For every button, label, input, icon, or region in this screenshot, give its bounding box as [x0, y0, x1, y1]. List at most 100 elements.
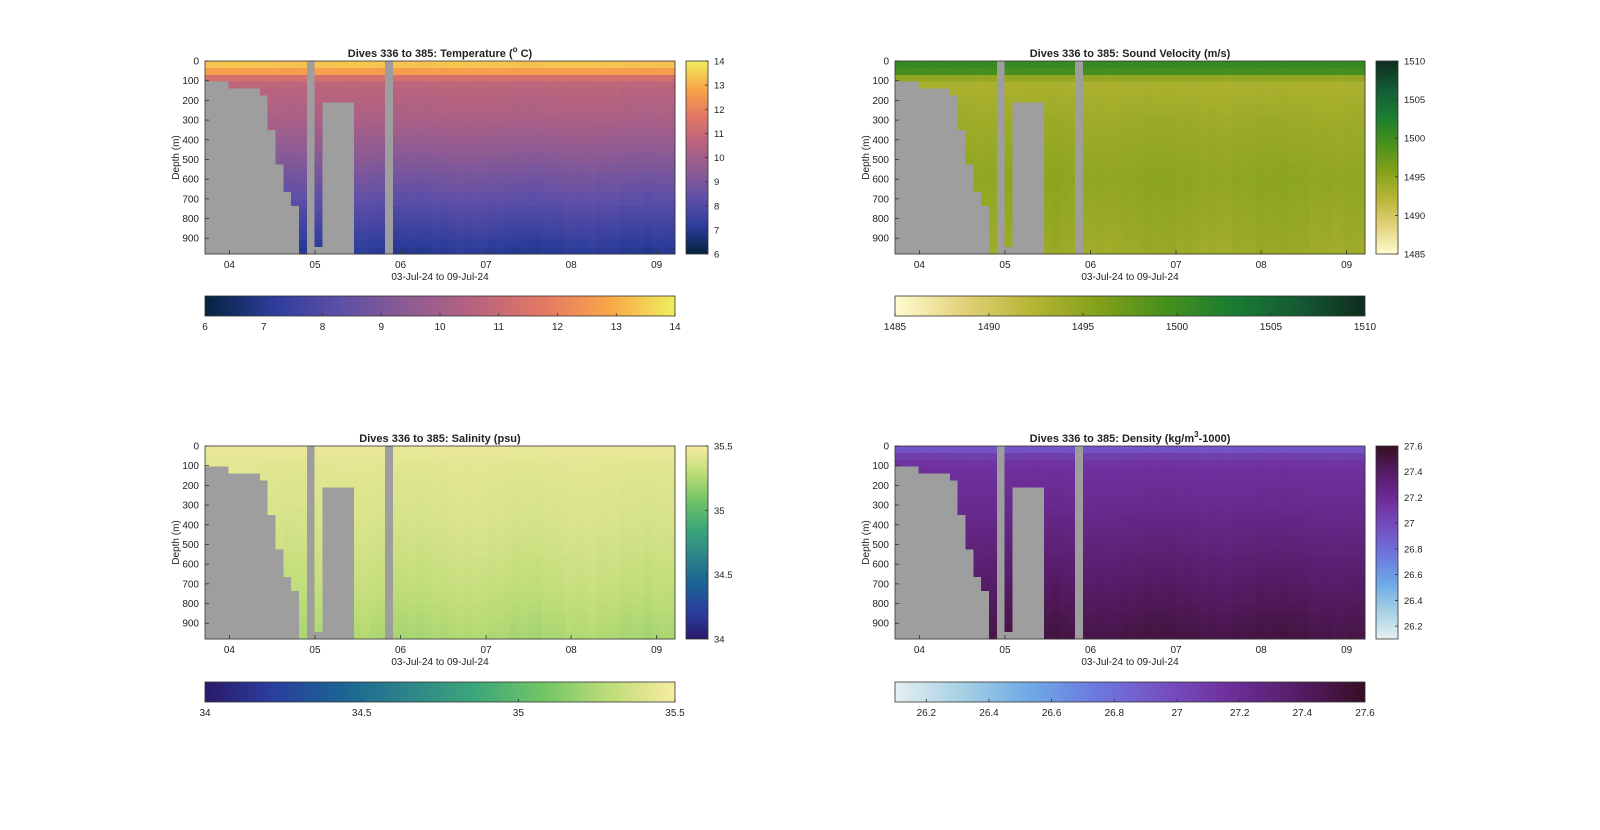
heatmap-cell: [1318, 81, 1327, 90]
heatmap-cell: [205, 219, 214, 228]
heatmap-cell: [612, 528, 621, 537]
heatmap-cell: [581, 494, 590, 502]
heatmap-cell: [534, 501, 543, 509]
heatmap-cell: [346, 116, 355, 124]
heatmap-cell: [659, 81, 668, 90]
heatmap-cell: [440, 116, 449, 124]
heatmap-cell: [565, 473, 574, 482]
heatmap-cell: [1247, 247, 1256, 255]
heatmap-cell: [322, 542, 331, 550]
heatmap-cell: [455, 191, 465, 200]
heatmap-cell: [1169, 185, 1178, 193]
heatmap-cell: [275, 576, 284, 585]
heatmap-cell: [377, 514, 386, 523]
heatmap-cell: [228, 240, 237, 248]
y-tick-label: 400: [872, 135, 889, 146]
heatmap-cell: [440, 198, 449, 207]
heatmap-cell: [408, 632, 418, 640]
heatmap-cell: [291, 597, 300, 606]
heatmap-cell: [416, 583, 425, 592]
heatmap-cell: [1349, 129, 1358, 138]
heatmap-cell: [1004, 67, 1014, 76]
heatmap-cell: [330, 102, 339, 110]
heatmap-cell: [291, 521, 300, 530]
heatmap-cell: [471, 542, 480, 550]
heatmap-cell: [494, 466, 504, 475]
heatmap-cell: [973, 67, 982, 76]
colorbar-tick-label: 9: [714, 177, 719, 188]
heatmap-cell: [510, 466, 519, 475]
heatmap-cell: [494, 143, 504, 152]
heatmap-cell: [1255, 185, 1264, 193]
heatmap-cell: [338, 95, 347, 103]
heatmap-cell: [424, 247, 433, 255]
heatmap-cell: [996, 212, 1006, 221]
heatmap-cell: [510, 459, 519, 468]
heatmap-cell: [1090, 116, 1100, 124]
heatmap-cell: [361, 129, 371, 138]
heatmap-cell: [588, 487, 598, 495]
heatmap-cell: [408, 150, 418, 159]
heatmap-cell: [1169, 226, 1178, 234]
heatmap-cell: [205, 178, 214, 186]
heatmap-cell: [471, 116, 480, 124]
heatmap-cell: [1067, 212, 1076, 221]
heatmap-cell: [330, 473, 339, 482]
heatmap-cell: [1310, 143, 1319, 152]
heatmap-cell: [205, 563, 214, 571]
heatmap-cell: [236, 549, 245, 557]
heatmap-cell: [502, 549, 512, 557]
heatmap-cell: [1114, 164, 1123, 172]
heatmap-cell: [447, 549, 457, 557]
heatmap-cell: [573, 501, 582, 509]
heatmap-cell: [377, 247, 386, 255]
heatmap-cell: [1294, 74, 1303, 83]
heatmap-cell: [612, 473, 621, 482]
heatmap-cell: [408, 247, 418, 255]
heatmap-cell: [596, 136, 606, 145]
heatmap-cell: [588, 632, 598, 640]
heatmap-cell: [236, 191, 245, 200]
heatmap-cell: [1122, 88, 1131, 97]
heatmap-cell: [322, 109, 331, 117]
heatmap-cell: [1098, 61, 1108, 69]
heatmap-cell: [518, 136, 527, 145]
heatmap-cell: [228, 88, 237, 97]
heatmap-cell: [432, 452, 441, 461]
heatmap-cell: [981, 185, 990, 193]
heatmap-cell: [267, 473, 277, 482]
heatmap-cell: [1169, 67, 1178, 76]
heatmap-cell: [1310, 247, 1319, 255]
heatmap-cell: [1075, 185, 1084, 193]
heatmap-cell: [283, 226, 292, 234]
heatmap-cell: [588, 150, 598, 159]
heatmap-cell: [635, 212, 645, 221]
heatmap-cell: [1083, 247, 1092, 255]
heatmap-cell: [526, 61, 535, 69]
heatmap-cell: [1043, 247, 1053, 255]
heatmap-cell: [502, 95, 512, 103]
heatmap-cell: [565, 452, 574, 461]
heatmap-cell: [416, 226, 425, 234]
heatmap-cell: [651, 143, 660, 152]
heatmap-cell: [526, 109, 535, 117]
heatmap-cell: [369, 81, 378, 90]
heatmap-cell: [573, 212, 582, 221]
heatmap-cell: [1200, 240, 1209, 248]
heatmap-cell: [1177, 74, 1186, 83]
heatmap-cell: [1075, 191, 1084, 200]
heatmap-cell: [1177, 61, 1186, 69]
heatmap-cell: [455, 535, 465, 544]
heatmap-cell: [424, 521, 433, 530]
heatmap-cell: [244, 205, 253, 214]
heatmap-cell: [416, 198, 425, 207]
heatmap-cell: [1208, 226, 1217, 234]
heatmap-cell: [353, 171, 363, 179]
heatmap-cell: [1247, 164, 1256, 172]
heatmap-cell: [220, 632, 230, 640]
heatmap-cell: [1020, 67, 1029, 76]
heatmap-cell: [1286, 143, 1296, 152]
heatmap-cell: [259, 191, 269, 200]
heatmap-cell: [377, 487, 386, 495]
heatmap-cell: [385, 150, 394, 159]
